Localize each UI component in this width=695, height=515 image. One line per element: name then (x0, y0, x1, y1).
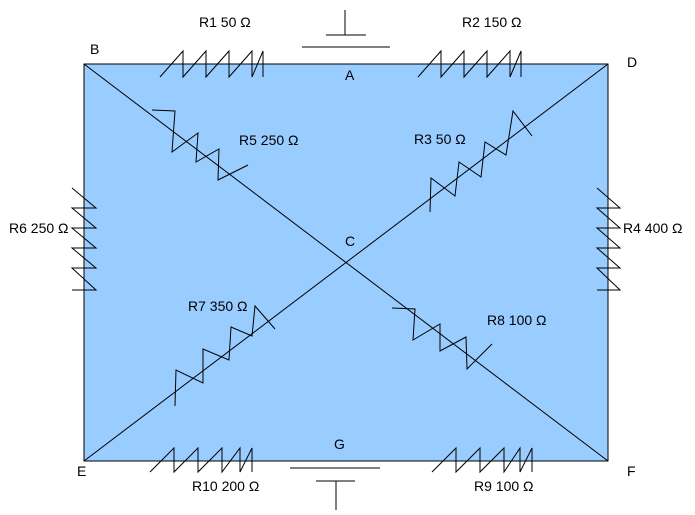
resistor-r2 (417, 49, 522, 79)
resistor-label-r10: R10 200 Ω (192, 478, 259, 494)
ground-symbol-icon (302, 10, 390, 48)
resistor-r3 (429, 109, 533, 213)
node-label-f: F (627, 463, 636, 479)
resistor-r5 (151, 109, 249, 181)
resistor-label-r4: R4 400 Ω (623, 220, 683, 236)
ground-symbol-icon (290, 467, 380, 510)
resistor-label-r9: R9 100 Ω (474, 478, 534, 494)
resistor-r9 (431, 446, 533, 474)
resistor-label-r5: R5 250 Ω (239, 132, 299, 148)
node-label-d: D (627, 54, 637, 70)
node-label-b: B (90, 41, 99, 57)
resistor-r6 (70, 187, 98, 291)
node-label-g: G (334, 436, 345, 452)
resistor-r8 (391, 307, 493, 371)
node-label-a: A (345, 67, 355, 83)
resistor-r4 (595, 187, 622, 291)
resistor-r7 (174, 304, 276, 407)
resistor-r10 (149, 446, 253, 474)
resistor-label-r3: R3 50 Ω (414, 131, 466, 147)
node-label-c: C (345, 233, 355, 249)
resistor-label-r2: R2 150 Ω (462, 14, 522, 30)
node-label-e: E (77, 463, 86, 479)
diagonal-d-e (83, 63, 609, 462)
resistor-label-r6: R6 250 Ω (9, 220, 69, 236)
resistor-label-r7: R7 350 Ω (188, 298, 248, 314)
resistor-r1 (159, 49, 264, 79)
resistor-label-r1: R1 50 Ω (199, 14, 251, 30)
resistor-label-r8: R8 100 Ω (487, 312, 547, 328)
